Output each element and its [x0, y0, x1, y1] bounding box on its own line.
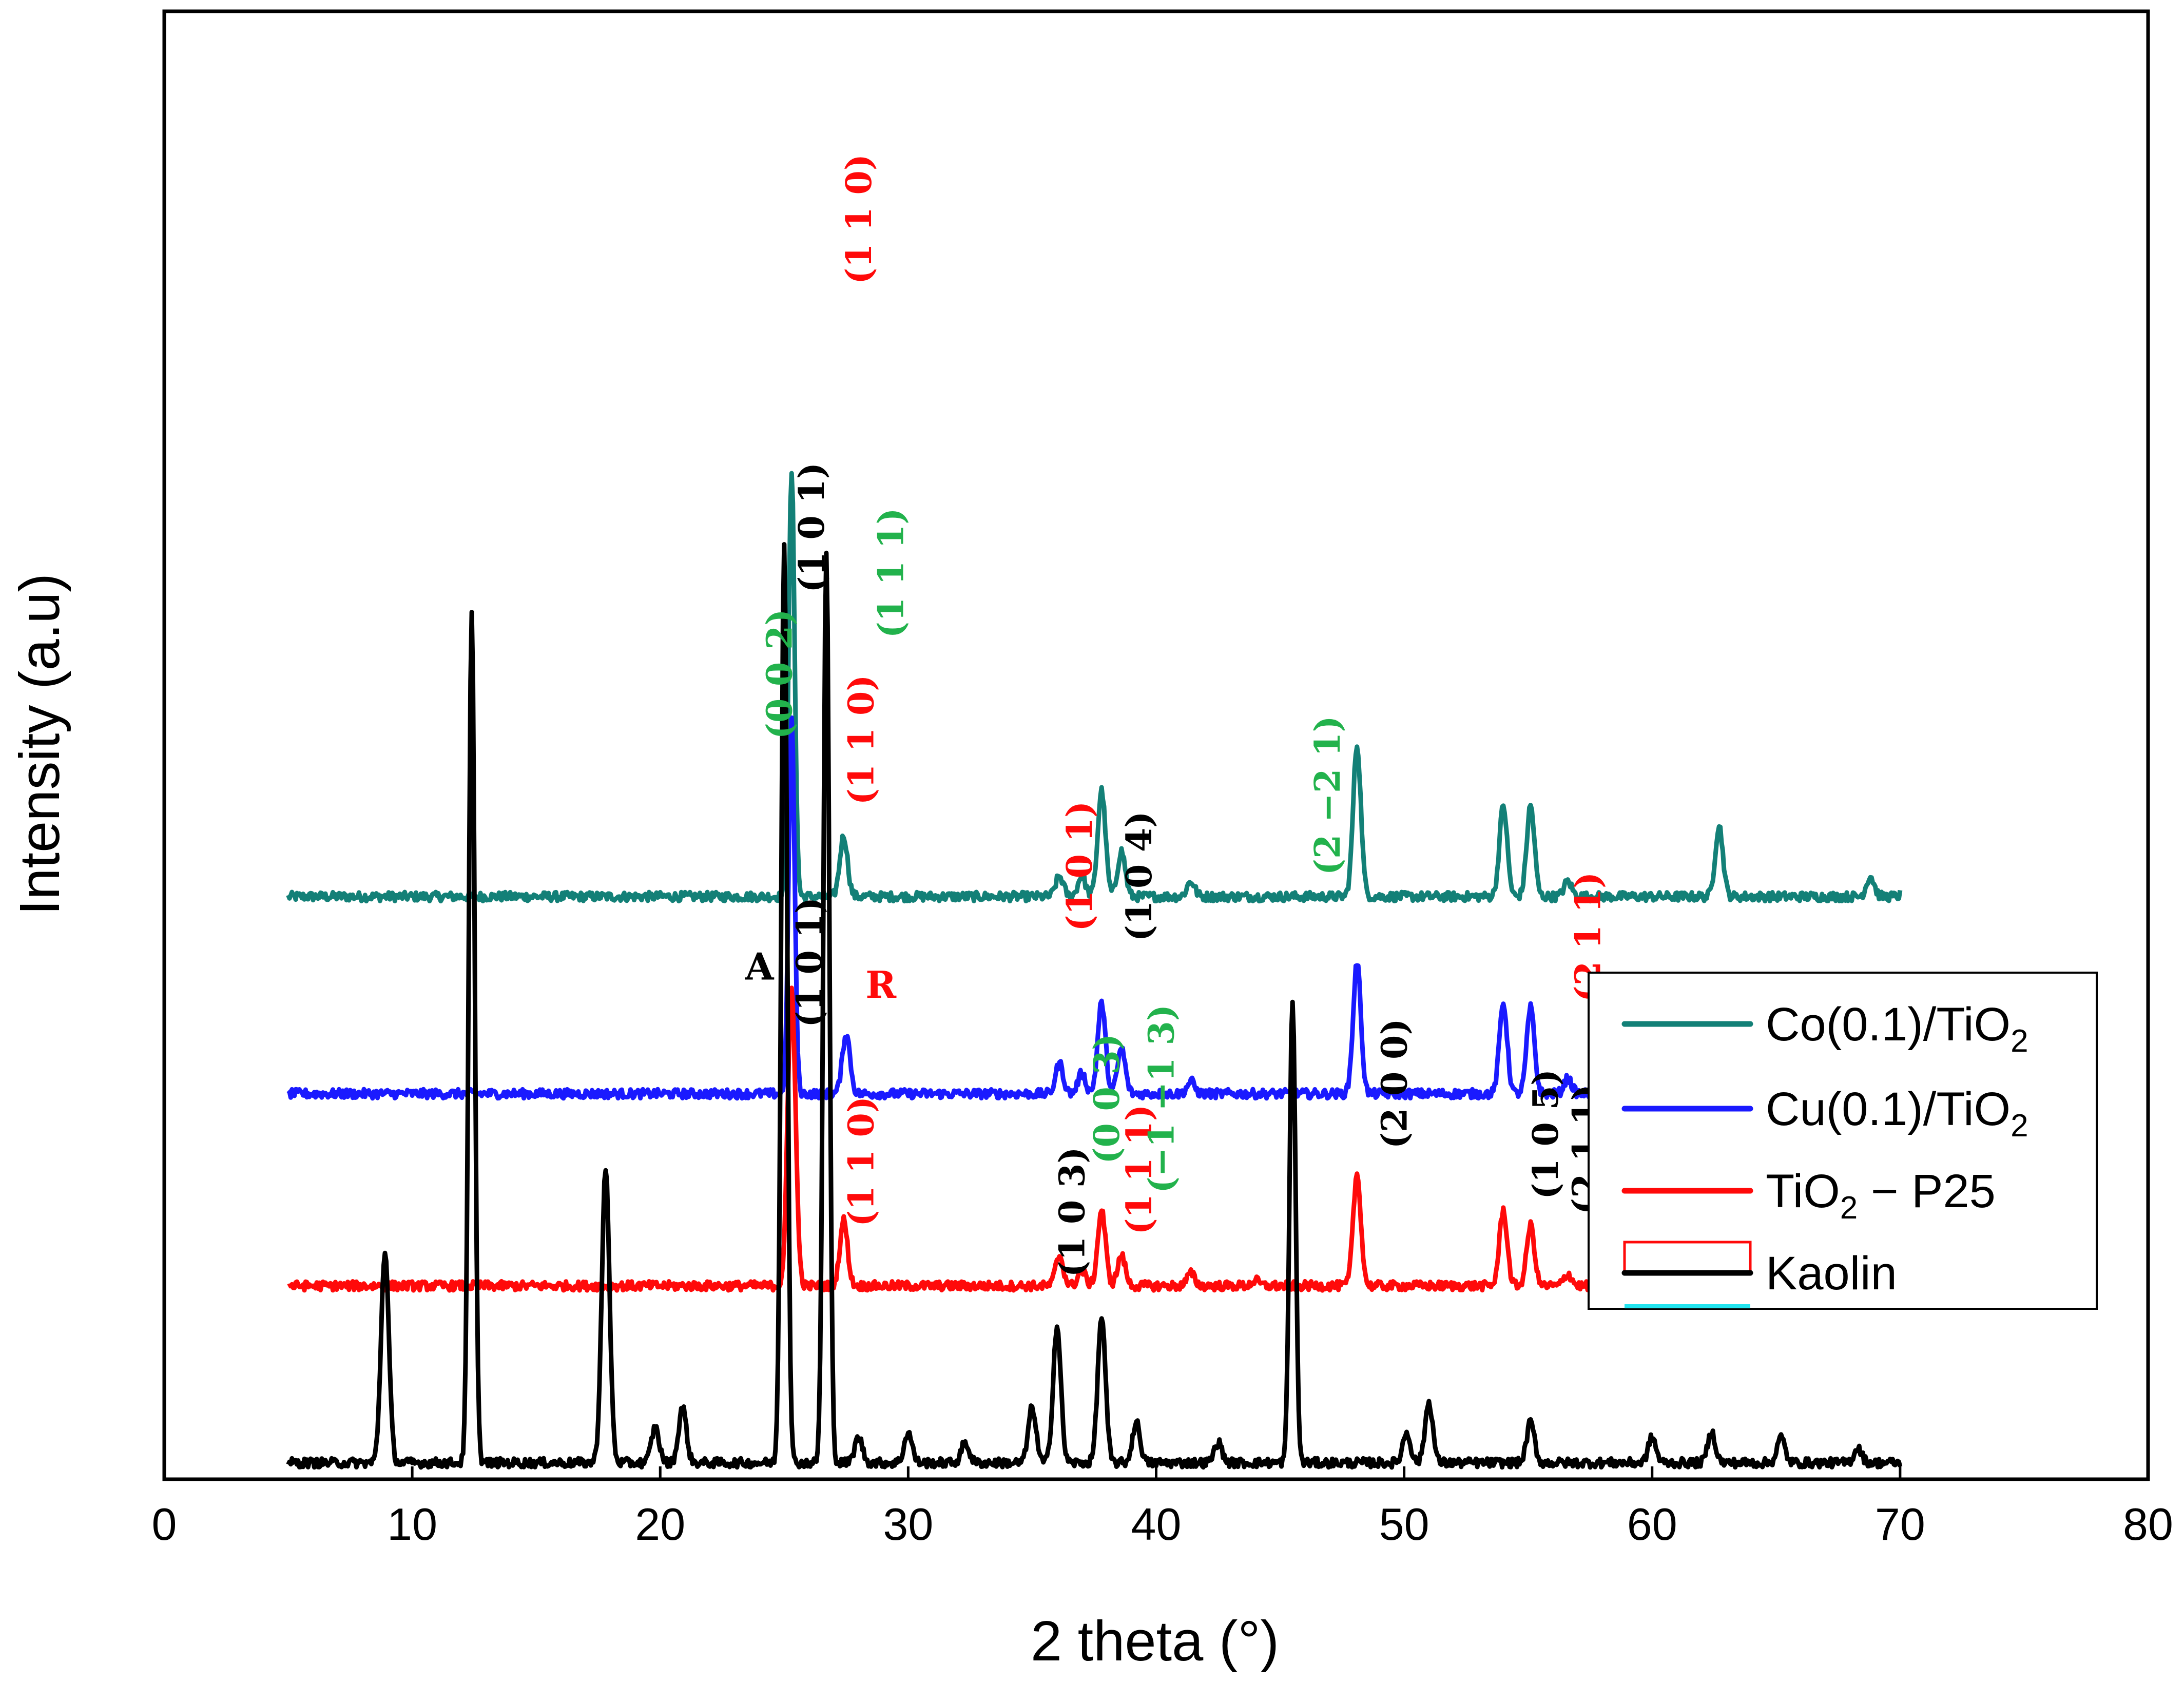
- series-line-co-0-1-tio2: [286, 471, 1903, 904]
- legend-label: TiO2 − P25: [1766, 1165, 1996, 1226]
- peak-label: R: [865, 963, 897, 1007]
- peak-label: (1 0 3): [1052, 1147, 1093, 1278]
- peak-label: (1 0 5): [1525, 1069, 1567, 1200]
- x-tick-label: 60: [1627, 1499, 1677, 1550]
- peak-label: (1 1 0): [841, 675, 882, 805]
- peak-label: (2 0 0): [1375, 1018, 1416, 1149]
- peak-label: (1 0 1): [791, 462, 833, 593]
- x-tick-label: 20: [635, 1499, 685, 1550]
- peak-label: (0 0 2): [759, 609, 800, 740]
- x-tick-label: 80: [2123, 1499, 2173, 1550]
- legend-label: Cu(0.1)/TiO2: [1766, 1083, 2028, 1144]
- peak-label: (1 0 1): [1059, 801, 1100, 932]
- x-axis-label: 2 theta (°): [1031, 1610, 1279, 1673]
- x-tick-label: 70: [1875, 1499, 1925, 1550]
- legend-label: Kaolin: [1766, 1247, 1897, 1300]
- x-tick-label: 30: [883, 1499, 933, 1550]
- peak-label: (1 1 1): [1119, 1105, 1160, 1235]
- x-axis: 0 10 20 30 40 50 60 70 80: [152, 1466, 2173, 1550]
- legend: Co(0.1)/TiO2 Cu(0.1)/TiO2 TiO2 − P25 Kaolin: [1588, 972, 2098, 1310]
- legend-label: Co(0.1)/TiO2: [1766, 998, 2028, 1059]
- peak-label: (1 0 1): [789, 897, 830, 1028]
- peak-label: (1 1 1): [871, 508, 912, 639]
- y-axis-label: Intensity (a.u): [8, 573, 71, 915]
- x-tick-label: 50: [1379, 1499, 1429, 1550]
- series-group: [286, 471, 1903, 1470]
- series-line-kaolin: [286, 542, 1903, 1470]
- peak-label: (−1 −1 3): [1141, 1004, 1182, 1193]
- x-tick-label: 40: [1131, 1499, 1182, 1550]
- peak-label: (2 −2 1): [1307, 715, 1348, 875]
- peak-label: (1 1 0): [841, 1096, 882, 1227]
- peak-label: A: [745, 944, 775, 988]
- peak-label: (0 0 3): [1087, 1034, 1128, 1164]
- peak-label: (1 1 0): [839, 154, 880, 284]
- x-tick-label: 10: [387, 1499, 437, 1550]
- legend-box: [1588, 972, 2098, 1310]
- peak-label: (1 0 4): [1119, 811, 1160, 942]
- x-tick-label: 0: [152, 1499, 177, 1550]
